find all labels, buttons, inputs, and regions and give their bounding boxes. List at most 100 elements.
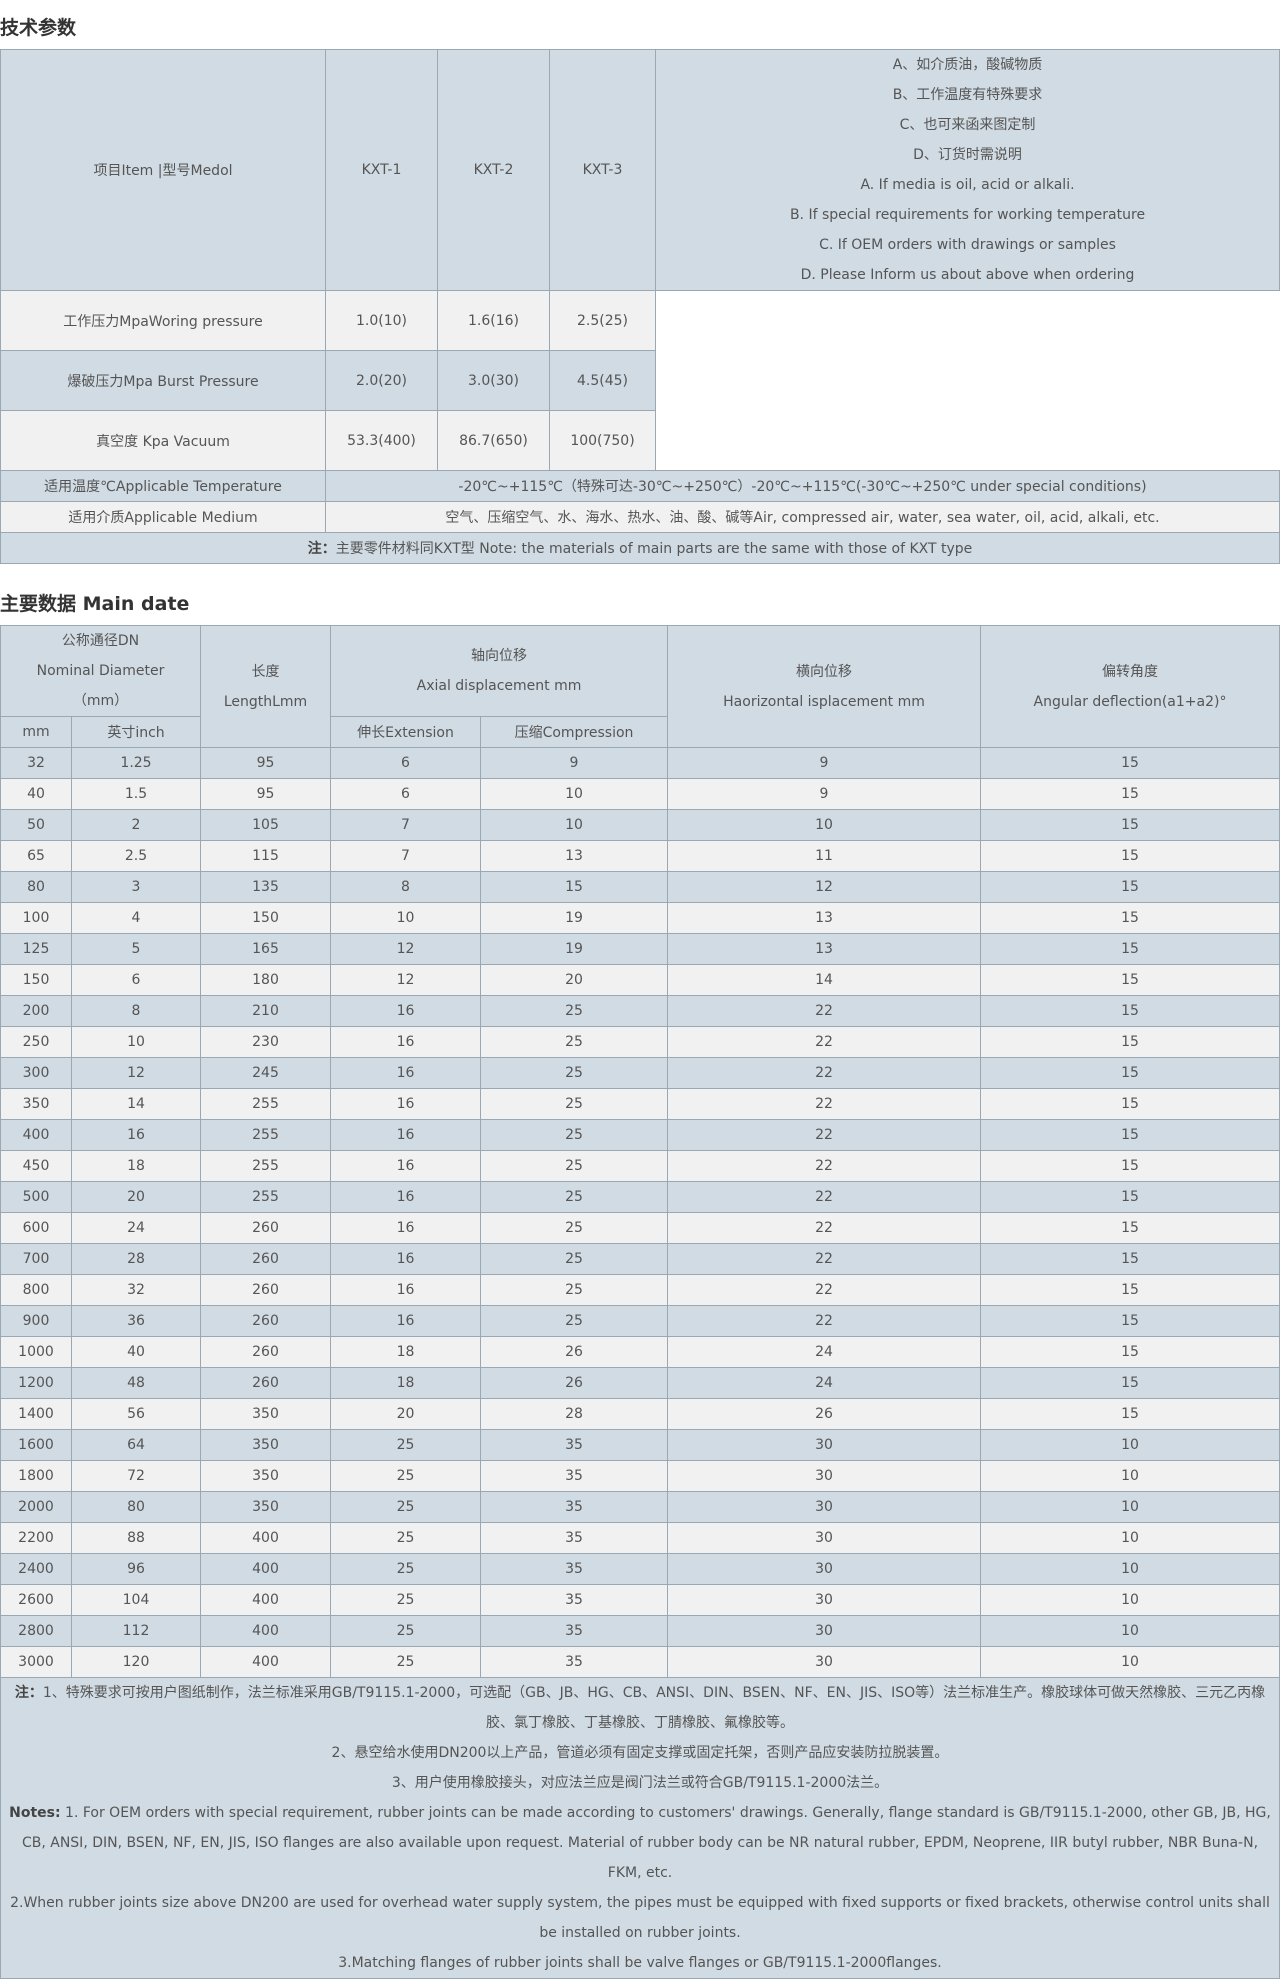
cell: 26: [480, 1336, 668, 1368]
cell: 10: [480, 809, 668, 841]
cell: 2.0(20): [325, 350, 438, 411]
cell: 28: [480, 1398, 668, 1430]
cell: 35: [480, 1553, 668, 1585]
cell: 350: [200, 1460, 331, 1492]
remark-line: D、订货时需说明: [913, 147, 1022, 163]
remark-line: B. If special requirements for working t…: [789, 207, 1146, 223]
cell: 25: [480, 1181, 668, 1213]
cell: 16: [330, 1150, 481, 1182]
cell: 80: [0, 871, 72, 903]
cell: 16: [330, 1088, 481, 1120]
note-paragraph: 3.Matching flanges of rubber joints shal…: [3, 1948, 1277, 1978]
cell: 16: [330, 995, 481, 1027]
cell: 150: [200, 902, 331, 934]
note-paragraph: 注：1、特殊要求可按用户图纸制作，法兰标准采用GB/T9115.1-2000，可…: [3, 1679, 1277, 1739]
remark-line: C. If OEM orders with drawings or sample…: [819, 237, 1116, 253]
header-cell: mm: [0, 716, 72, 748]
cell: 35: [480, 1646, 668, 1678]
row: 500 20 255 16 25 22 15: [0, 1181, 1280, 1213]
cell: 56: [71, 1398, 201, 1430]
text: Axial displacement mm: [416, 678, 582, 694]
row: 600 24 260 16 25 22 15: [0, 1212, 1280, 1244]
cell: 80: [71, 1491, 201, 1523]
cell: 25: [480, 1274, 668, 1306]
note-paragraph: 3、用户使用橡胶接头，对应法兰应是阀门法兰或符合GB/T9115.1-2000法…: [3, 1768, 1277, 1798]
cell: 65: [0, 840, 72, 872]
cell: 16: [330, 1212, 481, 1244]
cell: 15: [980, 1274, 1280, 1306]
row: 项目Item |型号Medol KXT-1 KXT-2 KXT-3 A、如介质油…: [0, 49, 1280, 291]
cell: 3.0(30): [437, 350, 550, 411]
cell: 350: [200, 1398, 331, 1430]
header-cell: 偏转角度 Angular deflection(a1+a2)°: [980, 625, 1280, 748]
cell: 35: [480, 1460, 668, 1492]
cell: 7: [330, 840, 481, 872]
text: 长度: [251, 663, 280, 680]
cell: 22: [667, 1274, 981, 1306]
cell: 400: [200, 1522, 331, 1554]
cell: 3000: [0, 1646, 72, 1678]
cell: 88: [71, 1522, 201, 1554]
notes-cell: 注：1、特殊要求可按用户图纸制作，法兰标准采用GB/T9115.1-2000，可…: [0, 1677, 1280, 1979]
cell: 2400: [0, 1553, 72, 1585]
cell: 爆破压力Mpa Burst Pressure: [0, 350, 326, 411]
cell: 7: [330, 809, 481, 841]
cell: 100(750): [549, 410, 656, 471]
row: 300 12 245 16 25 22 15: [0, 1057, 1280, 1089]
data-table: 公称通径DN Nominal Diameter （mm） 长度 LengthLmm 轴…: [0, 625, 1280, 1979]
row: 2600 104 400 25 35 30 10: [0, 1584, 1280, 1616]
cell: 注：主要零件材料同KXT型 Note: the materials of mai…: [0, 532, 1280, 564]
cell: 35: [480, 1522, 668, 1554]
row: 900 36 260 16 25 22 15: [0, 1305, 1280, 1337]
cell: 135: [200, 871, 331, 903]
remark-line: A. If media is oil, acid or alkali.: [860, 177, 1075, 193]
cell: 22: [667, 1243, 981, 1275]
cell: 25: [330, 1615, 481, 1647]
cell: 10: [667, 809, 981, 841]
cell: 18: [71, 1150, 201, 1182]
note-text: 1、特殊要求可按用户图纸制作，法兰标准采用GB/T9115.1-2000，可选配…: [42, 1685, 1266, 1731]
cell: 40: [71, 1336, 201, 1368]
cell: 30: [667, 1429, 981, 1461]
cell: 14: [667, 964, 981, 996]
row: 800 32 260 16 25 22 15: [0, 1274, 1280, 1306]
row: 1600 64 350 25 35 30 10: [0, 1429, 1280, 1461]
cell: 72: [71, 1460, 201, 1492]
cell: 115: [200, 840, 331, 872]
cell: 28: [71, 1243, 201, 1275]
header-cell: 伸长Extension: [330, 716, 481, 748]
cell: 35: [480, 1584, 668, 1616]
cell: 15: [480, 871, 668, 903]
header-cell: 英寸inch: [71, 716, 201, 748]
header-cell: 压缩Compression: [480, 716, 668, 748]
cell: 1400: [0, 1398, 72, 1430]
cell: 25: [330, 1460, 481, 1492]
text: 轴向位移: [471, 648, 527, 664]
cell: 400: [200, 1553, 331, 1585]
cell: 10: [480, 778, 668, 810]
cell: 10: [980, 1429, 1280, 1461]
cell: 15: [980, 809, 1280, 841]
cell: 25: [480, 1088, 668, 1120]
cell: 1.0(10): [325, 290, 438, 351]
text: 横向位移: [796, 663, 852, 680]
cell: 26: [667, 1398, 981, 1430]
cell: 19: [480, 933, 668, 965]
cell: 15: [980, 1088, 1280, 1120]
cell: 260: [200, 1336, 331, 1368]
note-paragraph: 2.When rubber joints size above DN200 ar…: [3, 1888, 1277, 1948]
cell: 350: [200, 1429, 331, 1461]
cell: 50: [0, 809, 72, 841]
note-label: Notes:: [9, 1805, 61, 1821]
cell: 26: [480, 1367, 668, 1399]
row: 2400 96 400 25 35 30 10: [0, 1553, 1280, 1585]
cell: 35: [480, 1615, 668, 1647]
cell: 112: [71, 1615, 201, 1647]
cell: 适用温度℃Applicable Temperature: [0, 470, 326, 502]
row: 1400 56 350 20 28 26 15: [0, 1398, 1280, 1430]
cell: 18: [330, 1367, 481, 1399]
cell: 900: [0, 1305, 72, 1337]
cell: 200: [0, 995, 72, 1027]
cell: 3: [71, 871, 201, 903]
cell: 25: [330, 1522, 481, 1554]
